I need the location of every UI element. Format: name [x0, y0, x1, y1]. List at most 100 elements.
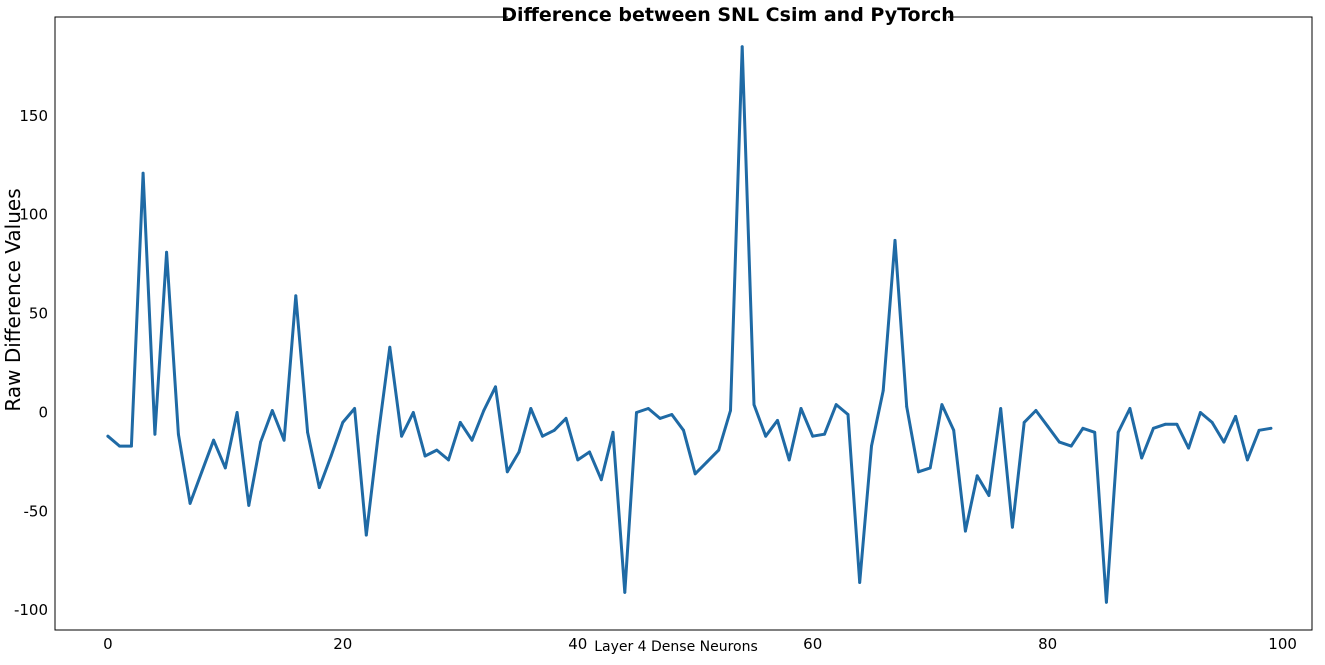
data-point: [1199, 411, 1202, 414]
data-point: [752, 403, 756, 406]
data-point: [118, 444, 121, 448]
data-point: [153, 432, 157, 436]
y-tick-label: 50: [29, 305, 48, 323]
data-point: [106, 434, 110, 438]
data-point: [1046, 424, 1050, 428]
data-point: [1128, 407, 1132, 410]
data-point: [130, 444, 133, 448]
data-point: [1022, 421, 1026, 424]
x-tick-label: 0: [103, 635, 113, 653]
data-point: [987, 494, 991, 497]
data-point: [1105, 600, 1108, 604]
x-tick-label: 60: [803, 635, 822, 653]
title-background: [508, 4, 948, 28]
data-point: [823, 432, 826, 436]
data-point: [1187, 446, 1190, 450]
x-tick-label: 20: [333, 635, 352, 653]
y-tick-label: -100: [14, 601, 48, 619]
data-point: [717, 448, 721, 452]
chart-title: Difference between SNL Csim and PyTorch: [501, 4, 955, 26]
data-point: [658, 417, 662, 420]
data-point: [764, 434, 768, 438]
x-tick-label: 80: [1038, 635, 1057, 653]
data-point: [646, 407, 650, 410]
data-point: [740, 45, 744, 49]
data-point: [1034, 409, 1038, 412]
data-point: [317, 486, 321, 489]
data-point: [635, 411, 638, 414]
plot-frame: [54, 16, 1313, 631]
x-axis-label: Layer 4 Dense Neurons: [594, 639, 758, 655]
data-point: [564, 417, 568, 420]
data-point: [1058, 440, 1061, 444]
y-tick-label: 100: [19, 206, 48, 224]
data-point: [964, 529, 967, 533]
data-point: [458, 421, 462, 424]
data-point: [799, 407, 803, 410]
data-point: [294, 294, 298, 298]
data-point: [376, 434, 380, 438]
data-point: [1246, 458, 1249, 462]
data-point: [329, 454, 333, 458]
data-point: [1011, 525, 1014, 529]
data-point: [1234, 415, 1237, 418]
data-point: [165, 250, 169, 254]
data-point: [682, 428, 685, 432]
data-point: [858, 581, 862, 584]
data-point: [952, 428, 956, 432]
data-point: [435, 448, 439, 452]
data-point: [247, 504, 251, 507]
data-point: [494, 385, 497, 389]
data-point: [505, 470, 509, 474]
data-point: [776, 419, 779, 422]
data-point: [623, 591, 627, 594]
data-point: [400, 434, 403, 438]
data-point: [893, 239, 897, 242]
data-point: [881, 389, 885, 393]
data-point: [811, 434, 815, 438]
data-point: [905, 405, 909, 408]
x-tick-label: 40: [568, 635, 587, 653]
data-point: [611, 430, 615, 434]
data-point: [1163, 422, 1167, 426]
data-point: [141, 171, 145, 175]
data-point: [223, 466, 227, 470]
data-point: [1210, 421, 1214, 424]
data-point: [341, 421, 345, 424]
data-point: [517, 450, 521, 454]
data-point: [917, 470, 920, 474]
data-point: [940, 403, 944, 406]
data-point: [423, 454, 427, 458]
data-point: [999, 407, 1003, 410]
data-point: [1152, 426, 1155, 430]
data-point: [787, 458, 791, 462]
data-point: [353, 407, 356, 410]
data-point: [482, 409, 486, 412]
y-tick-label: 150: [19, 107, 48, 125]
data-point: [588, 450, 591, 454]
data-point: [447, 458, 450, 462]
data-point: [388, 345, 392, 349]
data-point: [270, 409, 274, 412]
data-point: [1116, 430, 1120, 434]
y-tick-label: 0: [38, 403, 48, 421]
series-points: [106, 45, 1273, 604]
data-point: [282, 438, 286, 442]
data-point: [1081, 426, 1085, 430]
data-point: [177, 432, 180, 436]
series-line: [106, 45, 1273, 604]
x-tick-label: 100: [1268, 635, 1297, 653]
data-point: [729, 409, 732, 412]
data-point: [1140, 456, 1144, 460]
data-point: [670, 413, 674, 416]
data-point: [529, 407, 533, 410]
y-tick-label: -50: [24, 502, 49, 520]
data-point: [1257, 428, 1261, 432]
data-point: [870, 444, 873, 448]
data-point: [259, 440, 262, 444]
data-point: [188, 502, 192, 505]
data-point: [834, 403, 838, 406]
data-point: [1175, 422, 1179, 426]
x-axis-ticks: 0 20 40 60 80 100: [103, 635, 1297, 653]
data-point: [364, 533, 368, 537]
